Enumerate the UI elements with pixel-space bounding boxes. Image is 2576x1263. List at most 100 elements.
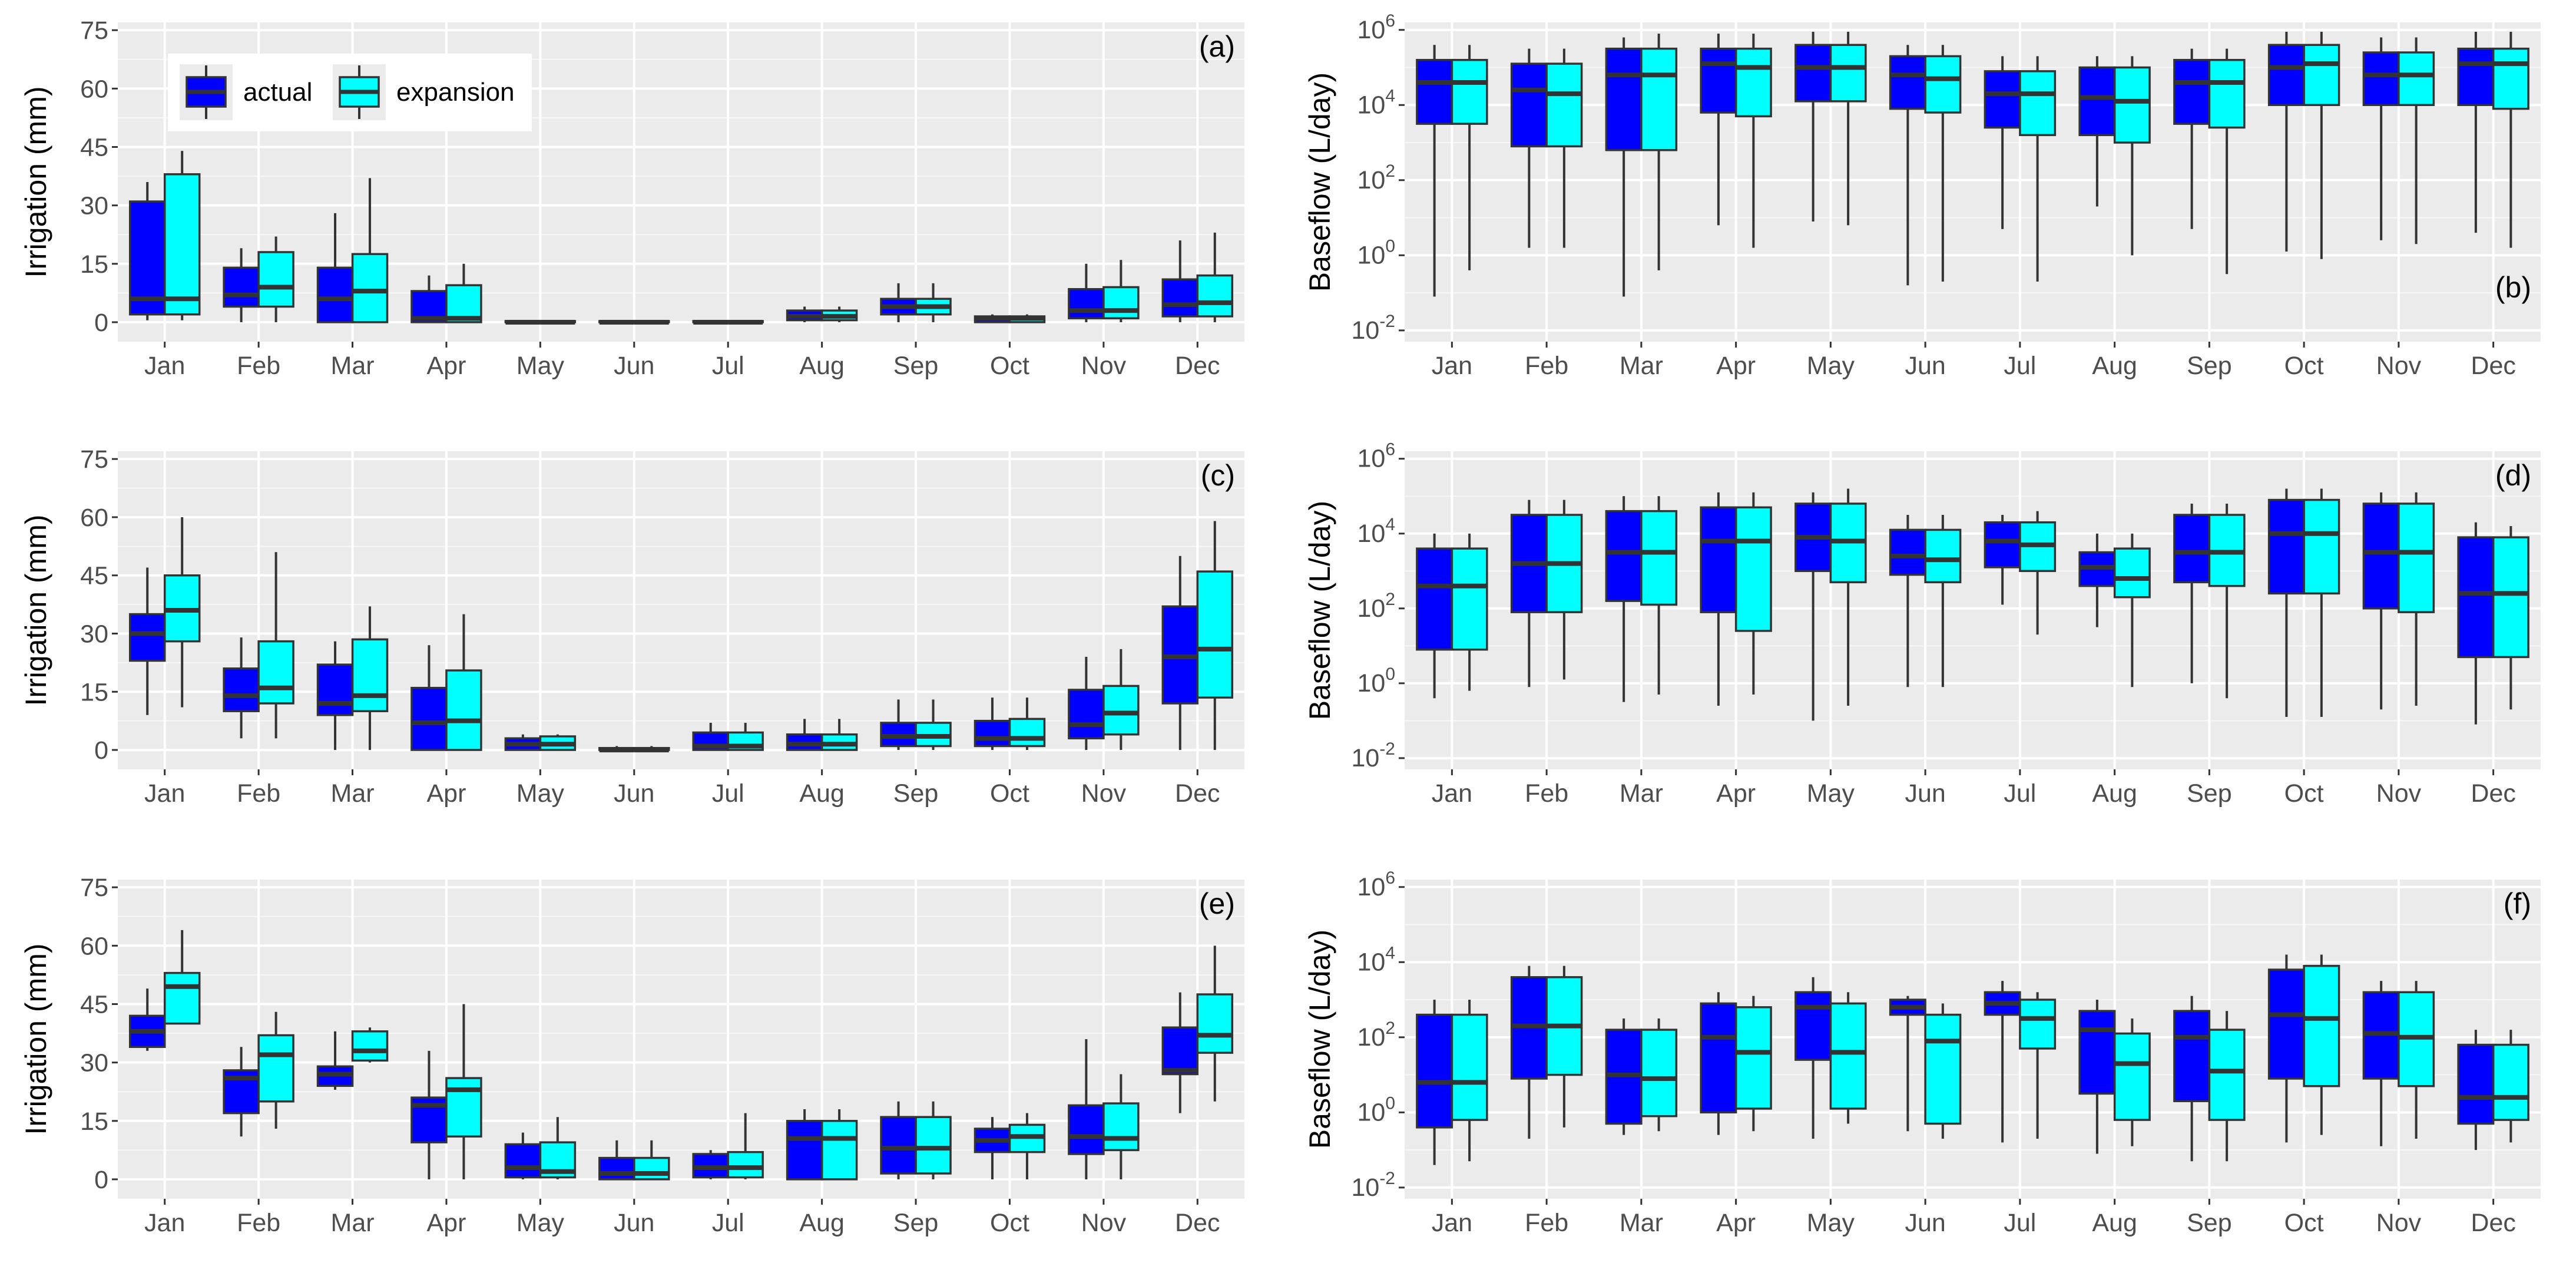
- x-tick-label: May: [1807, 352, 1855, 380]
- x-tick-label: Jun: [614, 1209, 654, 1237]
- x-tick-label: Jun: [1905, 352, 1945, 380]
- x-tick-label: Jun: [1905, 1209, 1945, 1237]
- y-tick-base: 10: [1357, 16, 1385, 44]
- y-tick-exponent: -2: [1379, 312, 1395, 331]
- box-actual-jul: [692, 1150, 729, 1179]
- y-axis-label: Irrigation (mm): [19, 943, 52, 1135]
- x-tick-label: Oct: [990, 779, 1029, 808]
- box-expansion-may: [1829, 992, 1867, 1124]
- y-tick-exponent: 2: [1385, 161, 1395, 181]
- box-body: [1102, 286, 1140, 320]
- y-tick-exponent: -2: [1379, 739, 1395, 759]
- box-body: [2173, 59, 2211, 125]
- y-tick-label: 45: [80, 991, 108, 1019]
- plot-background: [1405, 880, 2541, 1199]
- x-tick-label: Sep: [893, 352, 939, 380]
- box-body: [410, 686, 448, 751]
- x-tick-label: Oct: [2284, 352, 2324, 380]
- x-tick-label: Oct: [990, 1209, 1029, 1237]
- x-tick-label: Jun: [614, 779, 654, 808]
- box-body: [2208, 59, 2246, 129]
- box-actual-jun: [1889, 45, 1926, 286]
- box-actual-jul: [1984, 515, 2021, 605]
- box-actual-feb: [223, 248, 260, 322]
- box-body: [2303, 964, 2340, 1087]
- box-actual-mar: [316, 1031, 354, 1090]
- panel-c: 0 15 30 45 60 75 Jan Feb Mar Apr May Jun Jul Aug Sep Oc…: [19, 445, 1244, 808]
- box-body: [1196, 993, 1234, 1054]
- y-tick-base: 10: [1357, 594, 1385, 623]
- box-actual-jun: [598, 319, 635, 325]
- box-expansion-jun: [633, 746, 670, 753]
- x-tick-label: Aug: [799, 779, 845, 808]
- box-expansion-mar: [351, 178, 389, 323]
- x-tick-label: Mar: [331, 1209, 375, 1237]
- box-actual-aug: [786, 719, 823, 751]
- box-expansion-mar: [351, 1027, 389, 1063]
- x-tick-label: Feb: [1525, 352, 1568, 380]
- box-expansion-oct: [2303, 31, 2340, 259]
- x-tick-label: May: [1807, 779, 1855, 808]
- box-actual-apr: [1700, 992, 1737, 1135]
- box-actual-mar: [1605, 1018, 1643, 1135]
- x-tick-label: Dec: [1175, 1209, 1220, 1237]
- box-expansion-may: [1829, 488, 1867, 706]
- x-tick-label: May: [516, 779, 565, 808]
- box-body: [2078, 1010, 2116, 1095]
- box-body: [163, 971, 201, 1025]
- box-expansion-oct: [1008, 697, 1046, 750]
- box-body: [1102, 1102, 1140, 1152]
- box-body: [504, 1143, 542, 1179]
- x-tick-label: Jul: [2004, 779, 2036, 808]
- box-expansion-oct: [1008, 1113, 1046, 1179]
- y-tick-base: 10: [1357, 669, 1385, 697]
- y-tick-label: 106: [1357, 440, 1395, 473]
- box-expansion-jan: [163, 517, 201, 707]
- box-body: [1605, 47, 1643, 151]
- box-actual-jan: [1416, 533, 1453, 699]
- panel-a: 0 15 30 45 60 75 Jan Feb Mar Apr May Jun Jul Aug Sep Oc…: [19, 16, 1244, 380]
- box-actual-sep: [2173, 48, 2211, 229]
- box-expansion-jan: [1451, 533, 1488, 691]
- box-body: [445, 669, 482, 751]
- y-tick-label: 75: [80, 874, 108, 902]
- box-body: [2173, 514, 2211, 584]
- legend-key-expansion: [333, 64, 386, 120]
- box-body: [2362, 502, 2400, 610]
- box-expansion-aug: [820, 306, 858, 322]
- y-tick-label: 10-2: [1351, 739, 1395, 772]
- box-body: [2078, 66, 2116, 137]
- y-axis-label: Baseflow (L/day): [1303, 72, 1336, 292]
- x-tick-label: Apr: [426, 1209, 466, 1237]
- box-body: [2267, 498, 2305, 595]
- box-expansion-sep: [2208, 1011, 2246, 1162]
- y-tick-label: 104: [1357, 515, 1395, 548]
- box-expansion-aug: [2113, 533, 2151, 687]
- box-expansion-apr: [1734, 996, 1772, 1132]
- box-expansion-mar: [351, 606, 389, 750]
- box-body: [1068, 288, 1105, 320]
- box-expansion-nov: [1102, 1074, 1140, 1179]
- y-tick-label: 60: [80, 932, 108, 960]
- y-tick-label: 45: [80, 134, 108, 162]
- box-expansion-jul: [2019, 992, 2057, 1139]
- x-tick-label: Jul: [2004, 352, 2036, 380]
- y-tick-exponent: 0: [1385, 1093, 1395, 1113]
- x-tick-label: Jan: [144, 352, 185, 380]
- box-actual-jan: [128, 182, 166, 320]
- box-body: [1640, 47, 1678, 151]
- plot-background: [1405, 451, 2541, 769]
- y-axis-label: Baseflow (L/day): [1303, 930, 1336, 1149]
- box-body: [1700, 506, 1737, 613]
- box-body: [1734, 506, 1772, 632]
- y-tick-label: 0: [94, 309, 108, 337]
- x-tick-label: Jul: [2004, 1209, 2036, 1237]
- box-actual-may: [504, 734, 542, 751]
- x-tick-label: Jun: [1905, 779, 1945, 808]
- box-body: [2492, 1043, 2529, 1121]
- box-body: [2113, 66, 2151, 144]
- box-body: [257, 251, 294, 308]
- box-expansion-oct: [2303, 488, 2340, 718]
